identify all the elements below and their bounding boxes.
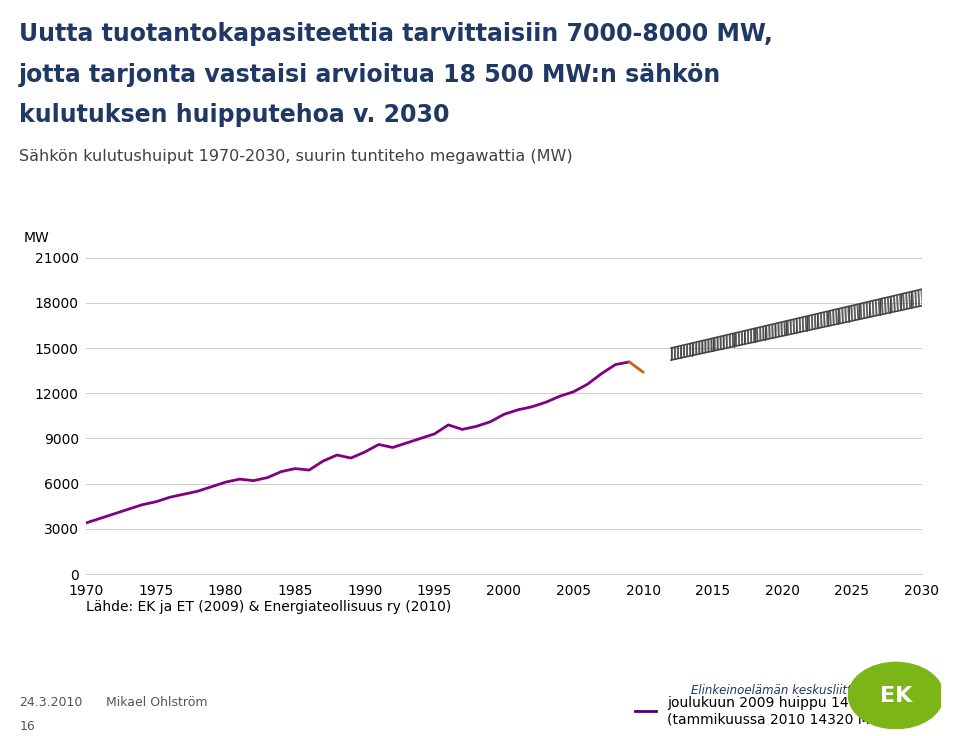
Text: 16: 16: [19, 720, 35, 733]
Text: EK: EK: [879, 685, 912, 706]
Ellipse shape: [849, 662, 944, 729]
Text: Uutta tuotantokapasiteettia tarvittaisiin 7000-8000 MW,: Uutta tuotantokapasiteettia tarvittaisii…: [19, 22, 773, 46]
Text: kulutuksen huipputehoa v. 2030: kulutuksen huipputehoa v. 2030: [19, 103, 449, 127]
Legend: joulukuun 2009 huippu 14 077 MW
(tammikuussa 2010 14320 MW): joulukuun 2009 huippu 14 077 MW (tammiku…: [629, 690, 915, 732]
Text: Mikael Ohlström: Mikael Ohlström: [106, 696, 207, 709]
Text: 24.3.2010: 24.3.2010: [19, 696, 83, 709]
Text: Lähde: EK ja ET (2009) & Energiateollisuus ry (2010): Lähde: EK ja ET (2009) & Energiateollisu…: [86, 600, 451, 614]
Text: MW: MW: [24, 231, 50, 245]
Text: jotta tarjonta vastaisi arvioitua 18 500 MW:n sähkön: jotta tarjonta vastaisi arvioitua 18 500…: [19, 63, 722, 87]
Text: Sähkön kulutushuiput 1970-2030, suurin tuntiteho megawattia (MW): Sähkön kulutushuiput 1970-2030, suurin t…: [19, 149, 573, 164]
Text: Elinkeinoelämän keskusliitto: Elinkeinoelämän keskusliitto: [691, 684, 859, 697]
